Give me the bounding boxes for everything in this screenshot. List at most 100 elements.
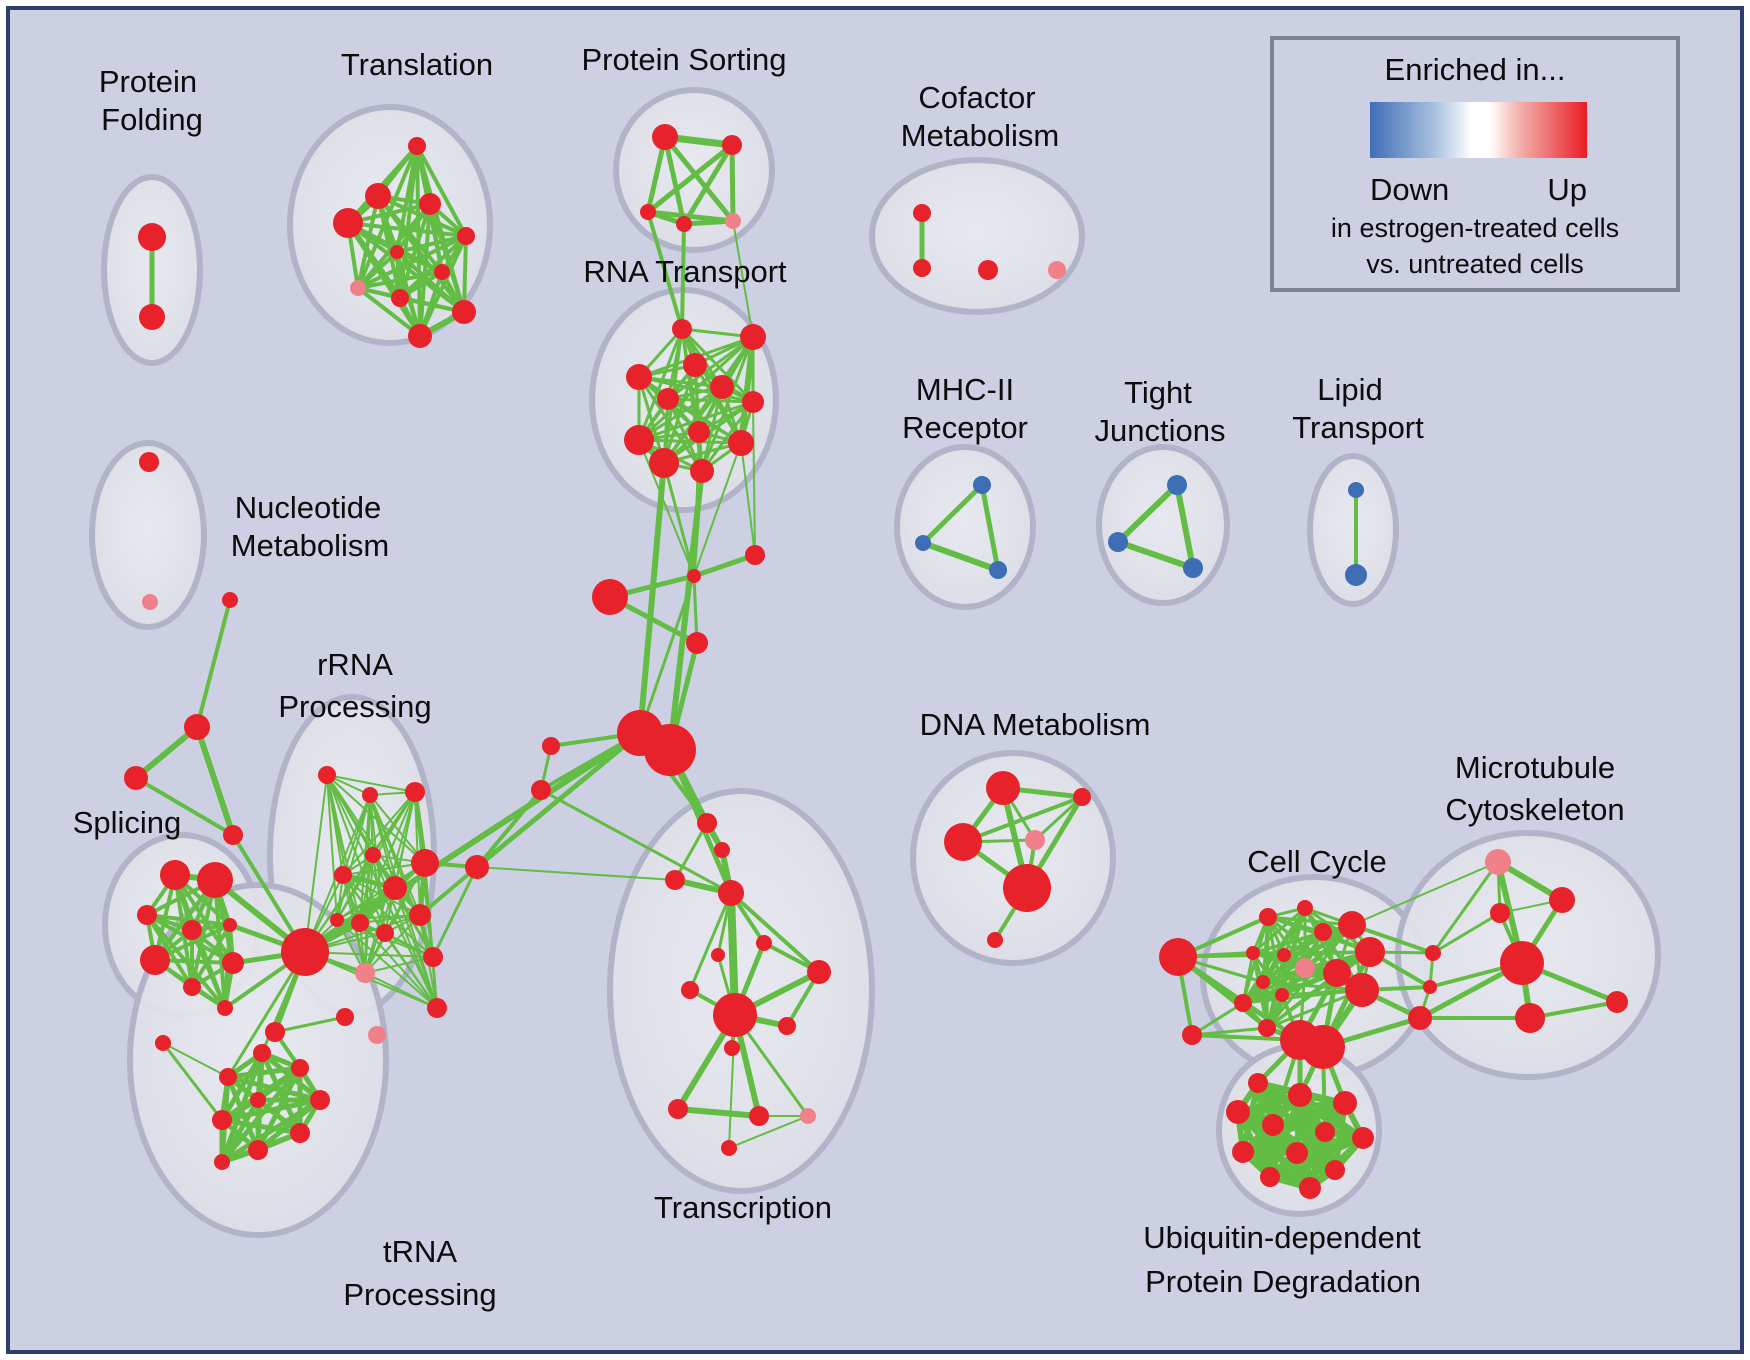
node-rt2[interactable] — [740, 324, 766, 350]
node-cc6[interactable] — [1277, 948, 1291, 962]
node-ub8[interactable] — [1232, 1141, 1254, 1163]
node-tc15[interactable] — [721, 1140, 737, 1156]
node-tn2[interactable] — [291, 1059, 309, 1077]
node-ub11[interactable] — [1299, 1177, 1321, 1199]
node-cf3[interactable] — [978, 260, 998, 280]
node-il1[interactable] — [155, 1035, 171, 1051]
node-cf1[interactable] — [913, 204, 931, 222]
node-tc9[interactable] — [713, 993, 757, 1037]
node-cc8[interactable] — [1314, 923, 1332, 941]
node-ov3[interactable] — [1423, 980, 1437, 994]
node-tri1[interactable] — [184, 714, 210, 740]
node-S1[interactable] — [542, 737, 560, 755]
node-tn3[interactable] — [219, 1068, 237, 1086]
node-tb[interactable] — [265, 1022, 285, 1042]
node-t4[interactable] — [333, 208, 363, 238]
node-mt4[interactable] — [1500, 941, 1544, 985]
node-sp7[interactable] — [222, 952, 244, 974]
node-rr17[interactable] — [465, 855, 489, 879]
cluster-translation-ellipse[interactable] — [287, 104, 493, 346]
node-tc2[interactable] — [714, 842, 730, 858]
node-rt7[interactable] — [742, 391, 764, 413]
node-rr3[interactable] — [405, 782, 425, 802]
node-rr8[interactable] — [330, 913, 344, 927]
node-nm1[interactable] — [139, 452, 159, 472]
node-ps2[interactable] — [722, 135, 742, 155]
node-rr6[interactable] — [383, 876, 407, 900]
node-t7[interactable] — [434, 264, 450, 280]
node-mt2[interactable] — [1549, 887, 1575, 913]
node-cc7[interactable] — [1295, 958, 1315, 978]
node-rr1[interactable] — [318, 766, 336, 784]
node-rr2[interactable] — [362, 787, 378, 803]
node-rr5[interactable] — [334, 866, 352, 884]
node-mt3[interactable] — [1490, 903, 1510, 923]
node-ub5[interactable] — [1262, 1114, 1284, 1136]
node-rt3[interactable] — [683, 353, 707, 377]
cluster-lipid-transport-ellipse[interactable] — [1307, 453, 1399, 607]
node-rr13[interactable] — [336, 1008, 354, 1026]
node-tj2[interactable] — [1108, 532, 1128, 552]
node-rt11[interactable] — [649, 448, 679, 478]
node-rr10[interactable] — [376, 924, 394, 942]
node-ub10[interactable] — [1260, 1167, 1280, 1187]
node-ps4[interactable] — [676, 216, 692, 232]
node-cc15[interactable] — [1275, 988, 1289, 1002]
node-tc14[interactable] — [800, 1108, 816, 1124]
node-pf1[interactable] — [138, 223, 166, 251]
node-tc3[interactable] — [665, 870, 685, 890]
node-tri2[interactable] — [124, 766, 148, 790]
node-S2[interactable] — [531, 780, 551, 800]
node-lt2[interactable] — [1345, 564, 1367, 586]
node-B1[interactable] — [592, 579, 628, 615]
node-mt6[interactable] — [1606, 991, 1628, 1013]
node-cc14[interactable] — [1256, 975, 1270, 989]
node-R1[interactable] — [745, 545, 765, 565]
node-sp2[interactable] — [197, 862, 233, 898]
node-nm2[interactable] — [142, 594, 158, 610]
node-tn5[interactable] — [250, 1092, 266, 1108]
node-dm6[interactable] — [987, 932, 1003, 948]
node-cc11[interactable] — [1323, 959, 1351, 987]
node-rt10[interactable] — [728, 430, 754, 456]
node-cc13[interactable] — [1234, 994, 1252, 1012]
node-t11[interactable] — [408, 324, 432, 348]
node-ps5[interactable] — [725, 213, 741, 229]
cluster-mhc-ii-receptor-ellipse[interactable] — [894, 444, 1036, 610]
node-ub3[interactable] — [1333, 1091, 1357, 1115]
node-mt1[interactable] — [1485, 849, 1511, 875]
node-ov2[interactable] — [1425, 945, 1441, 961]
node-mt5[interactable] — [1515, 1003, 1545, 1033]
node-rr15[interactable] — [423, 947, 443, 967]
node-ub2[interactable] — [1288, 1083, 1312, 1107]
node-cc10[interactable] — [1355, 937, 1385, 967]
node-dm1[interactable] — [986, 771, 1020, 805]
node-ub7[interactable] — [1352, 1127, 1374, 1149]
node-lt1[interactable] — [1348, 482, 1364, 498]
node-dm5[interactable] — [1003, 864, 1051, 912]
node-t5[interactable] — [457, 227, 475, 245]
node-cc5[interactable] — [1297, 900, 1313, 916]
cluster-transcription-ellipse[interactable] — [607, 788, 875, 1194]
node-RH[interactable] — [281, 928, 329, 976]
node-rr14[interactable] — [368, 1026, 386, 1044]
node-sp9[interactable] — [217, 1000, 233, 1016]
node-rr16[interactable] — [427, 998, 447, 1018]
node-ub6[interactable] — [1315, 1122, 1335, 1142]
node-tn4[interactable] — [310, 1090, 330, 1110]
node-m1[interactable] — [973, 476, 991, 494]
node-t2[interactable] — [365, 183, 391, 209]
node-tc1[interactable] — [697, 813, 717, 833]
node-ps1[interactable] — [652, 124, 678, 150]
node-tc12[interactable] — [668, 1099, 688, 1119]
node-tc10[interactable] — [778, 1017, 796, 1035]
node-cc4[interactable] — [1259, 908, 1277, 926]
node-tj3[interactable] — [1183, 558, 1203, 578]
node-rr4[interactable] — [365, 847, 381, 863]
node-t9[interactable] — [391, 289, 409, 307]
node-ub1[interactable] — [1248, 1073, 1268, 1093]
node-rr9[interactable] — [351, 914, 369, 932]
node-m2[interactable] — [915, 535, 931, 551]
node-tj1[interactable] — [1167, 475, 1187, 495]
node-rr11[interactable] — [409, 904, 431, 926]
